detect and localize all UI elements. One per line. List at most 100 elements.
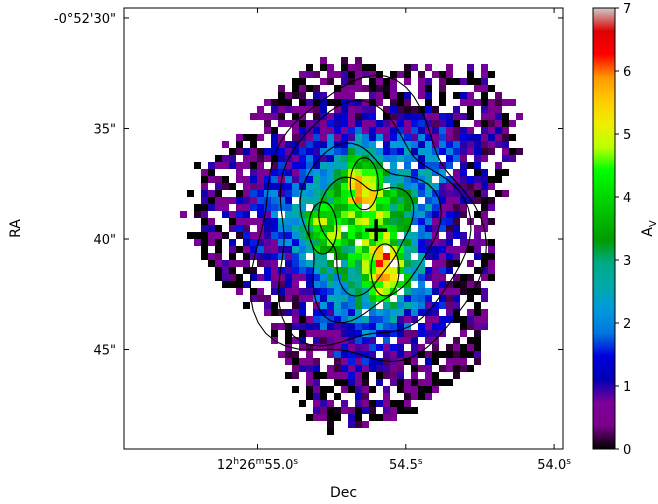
map-pixel [320, 183, 327, 190]
map-pixel [313, 113, 320, 120]
map-pixel [446, 176, 453, 183]
map-pixel [439, 169, 446, 176]
map-pixel [488, 106, 495, 113]
map-pixel [257, 197, 264, 204]
map-pixel [341, 302, 348, 309]
map-pixel [460, 176, 467, 183]
map-pixel [404, 323, 411, 330]
map-pixel [348, 295, 355, 302]
map-pixel [397, 218, 404, 225]
map-pixel [418, 141, 425, 148]
map-pixel [383, 232, 390, 239]
map-pixel [390, 169, 397, 176]
map-pixel [460, 365, 467, 372]
map-pixel [383, 134, 390, 141]
map-pixel [453, 365, 460, 372]
colorbar-ticks: 0 1 2 3 4 5 6 7 [615, 2, 631, 458]
map-pixel [439, 120, 446, 127]
map-pixel [362, 176, 369, 183]
map-pixel [369, 92, 376, 99]
map-pixel [313, 253, 320, 260]
map-pixel [390, 204, 397, 211]
map-pixel [327, 351, 334, 358]
map-pixel [229, 239, 236, 246]
map-pixel [432, 71, 439, 78]
map-pixel [320, 225, 327, 232]
map-pixel [474, 351, 481, 358]
map-pixel [369, 197, 376, 204]
map-pixel [306, 197, 313, 204]
map-pixel [418, 155, 425, 162]
map-pixel [425, 316, 432, 323]
map-pixel [250, 218, 257, 225]
map-pixel [474, 197, 481, 204]
map-pixel [404, 309, 411, 316]
map-pixel [418, 232, 425, 239]
map-pixel [327, 232, 334, 239]
map-pixel [327, 113, 334, 120]
map-pixel [411, 197, 418, 204]
map-pixel [264, 120, 271, 127]
map-pixel [313, 337, 320, 344]
contour-line [318, 176, 415, 297]
map-pixel [194, 232, 201, 239]
map-pixel [208, 253, 215, 260]
map-pixel [313, 330, 320, 337]
map-pixel [313, 155, 320, 162]
map-pixel [313, 267, 320, 274]
map-pixel [236, 141, 243, 148]
map-pixel [341, 148, 348, 155]
map-pixel [292, 295, 299, 302]
map-pixel [264, 169, 271, 176]
map-pixel [334, 316, 341, 323]
map-pixel [453, 127, 460, 134]
map-pixel [299, 344, 306, 351]
map-pixel [285, 106, 292, 113]
map-pixel [320, 316, 327, 323]
map-pixel [376, 120, 383, 127]
map-pixel [418, 239, 425, 246]
map-pixel [278, 295, 285, 302]
map-pixel [299, 127, 306, 134]
x-tick-label: 54.5s [389, 457, 423, 473]
map-pixel [432, 337, 439, 344]
map-pixel [383, 197, 390, 204]
map-pixel [348, 414, 355, 421]
map-pixel [425, 92, 432, 99]
map-pixel [418, 246, 425, 253]
map-pixel [250, 267, 257, 274]
y-tick-label: 40" [93, 233, 116, 248]
map-pixel [355, 57, 362, 64]
map-pixel [383, 316, 390, 323]
map-pixel [495, 141, 502, 148]
map-pixel [257, 253, 264, 260]
map-pixel [334, 344, 341, 351]
map-pixel [278, 288, 285, 295]
map-pixel [411, 106, 418, 113]
map-pixel [390, 232, 397, 239]
map-pixel [355, 134, 362, 141]
map-pixel [355, 393, 362, 400]
map-pixel [292, 316, 299, 323]
map-pixel [264, 246, 271, 253]
map-pixel [355, 281, 362, 288]
map-pixel [502, 148, 509, 155]
map-pixel [313, 358, 320, 365]
map-pixel [341, 351, 348, 358]
map-pixel [404, 281, 411, 288]
map-pixel [320, 64, 327, 71]
map-pixel [404, 120, 411, 127]
map-pixel [334, 99, 341, 106]
map-pixel [201, 204, 208, 211]
map-pixel [348, 323, 355, 330]
map-pixel [299, 225, 306, 232]
x-tick-label-part: 54.0 [537, 458, 566, 473]
map-pixel [271, 232, 278, 239]
map-pixel [292, 309, 299, 316]
map-pixel [278, 92, 285, 99]
map-pixel [411, 190, 418, 197]
map-pixel [495, 134, 502, 141]
map-pixel [432, 309, 439, 316]
map-pixel [383, 253, 390, 260]
map-pixel [390, 71, 397, 78]
